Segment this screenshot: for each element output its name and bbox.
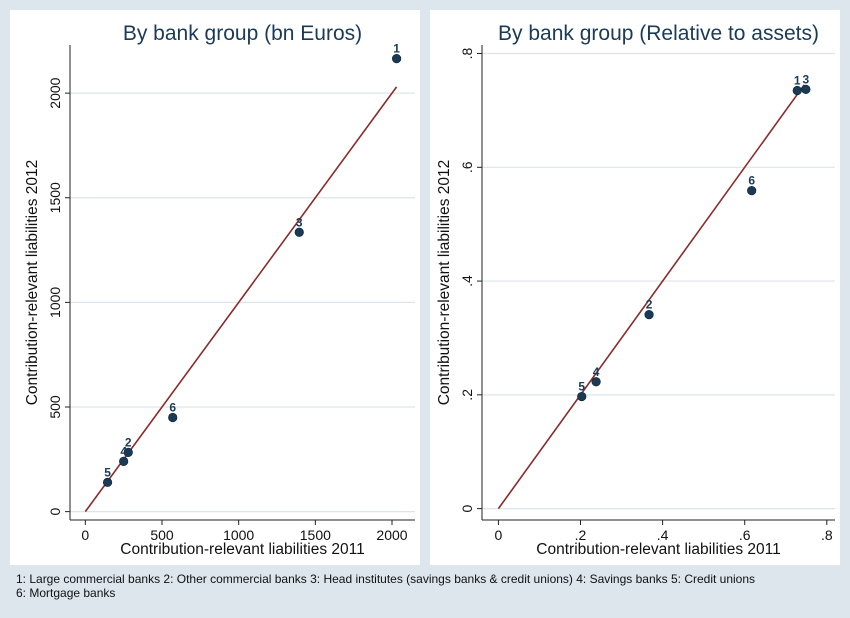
chart-title: By bank group (bn Euros) — [123, 22, 362, 45]
point-label-6: 6 — [748, 174, 755, 188]
x-tick-label-0: 0 — [81, 527, 89, 543]
y-tick-label-0: 0 — [459, 505, 475, 513]
legend-note: 1: Large commercial banks 2: Other comme… — [16, 572, 836, 600]
x-tick-label-4: 2000 — [376, 527, 407, 543]
y-tick-label-3: .6 — [459, 161, 475, 173]
x-tick-label-2: .4 — [657, 527, 669, 543]
x-tick-label-1: .2 — [575, 527, 587, 543]
point-label-5: 5 — [104, 465, 111, 479]
chart-panel — [430, 10, 840, 565]
point-5 — [577, 391, 587, 402]
chart-panel — [10, 10, 420, 565]
chart-bn-euros: By bank group (bn Euros)0 500 1000 1500 2000… — [10, 10, 420, 565]
point-label-5: 5 — [578, 380, 585, 394]
point-6 — [168, 412, 178, 423]
y-tick-label-4: .8 — [459, 47, 475, 59]
legend-note-line-2: 6: Mortgage banks — [16, 586, 116, 600]
point-label-2: 2 — [646, 298, 653, 312]
point-4 — [591, 377, 601, 387]
point-label-3: 3 — [803, 72, 810, 86]
point-2 — [644, 310, 654, 320]
y-axis-title: Contribution-relevant liabilities 2012 — [436, 160, 453, 406]
x-axis-title: Contribution-relevant liabilities 2011 — [120, 541, 364, 558]
point-3 — [294, 227, 304, 237]
point-1 — [392, 54, 402, 64]
x-axis-title: Contribution-relevant liabilities 2011 — [536, 541, 780, 558]
point-5 — [102, 477, 113, 487]
x-tick-label-4: .8 — [821, 527, 833, 543]
y-tick-label-4: 2000 — [47, 77, 63, 108]
y-tick-label-1: .2 — [459, 389, 475, 401]
point-6 — [747, 186, 757, 196]
point-label-1: 1 — [794, 74, 801, 88]
chart-relative-to-assets: By bank group (Relative to assets) 0 .2 .4.… — [430, 10, 840, 565]
point-label-2: 2 — [125, 435, 132, 449]
x-tick-label-2: 1000 — [223, 527, 254, 543]
point-4 — [119, 456, 129, 467]
y-tick-label-2: 1000 — [47, 287, 63, 318]
x-tick-label-3: .6 — [739, 527, 751, 543]
y-tick-label-2: .4 — [459, 275, 475, 287]
y-tick-label-3: 1500 — [47, 182, 63, 213]
legend-note-line-1: 1: Large commercial banks 2: Other comme… — [16, 572, 756, 586]
point-label-6: 6 — [169, 400, 176, 414]
y-tick-label-0: 0 — [47, 508, 63, 516]
fit-line — [497, 84, 805, 510]
y-tick-label-1: 500 — [47, 395, 63, 419]
fit-line — [84, 86, 398, 513]
point-label-1: 1 — [393, 42, 400, 56]
y-axis-title: Contribution-relevant liabilities 2012 — [24, 160, 41, 406]
point-2 — [123, 447, 133, 458]
point-label-4: 4 — [120, 444, 127, 458]
chart-title: By bank group (Relative to assets) — [498, 22, 819, 45]
point-label-4: 4 — [593, 365, 600, 379]
x-tick-label-0: 0 — [495, 527, 503, 543]
x-tick-label-3: 1500 — [300, 527, 331, 543]
point-3 — [801, 84, 811, 94]
point-label-3: 3 — [296, 215, 303, 229]
x-tick-label-1: 500 — [150, 527, 174, 543]
